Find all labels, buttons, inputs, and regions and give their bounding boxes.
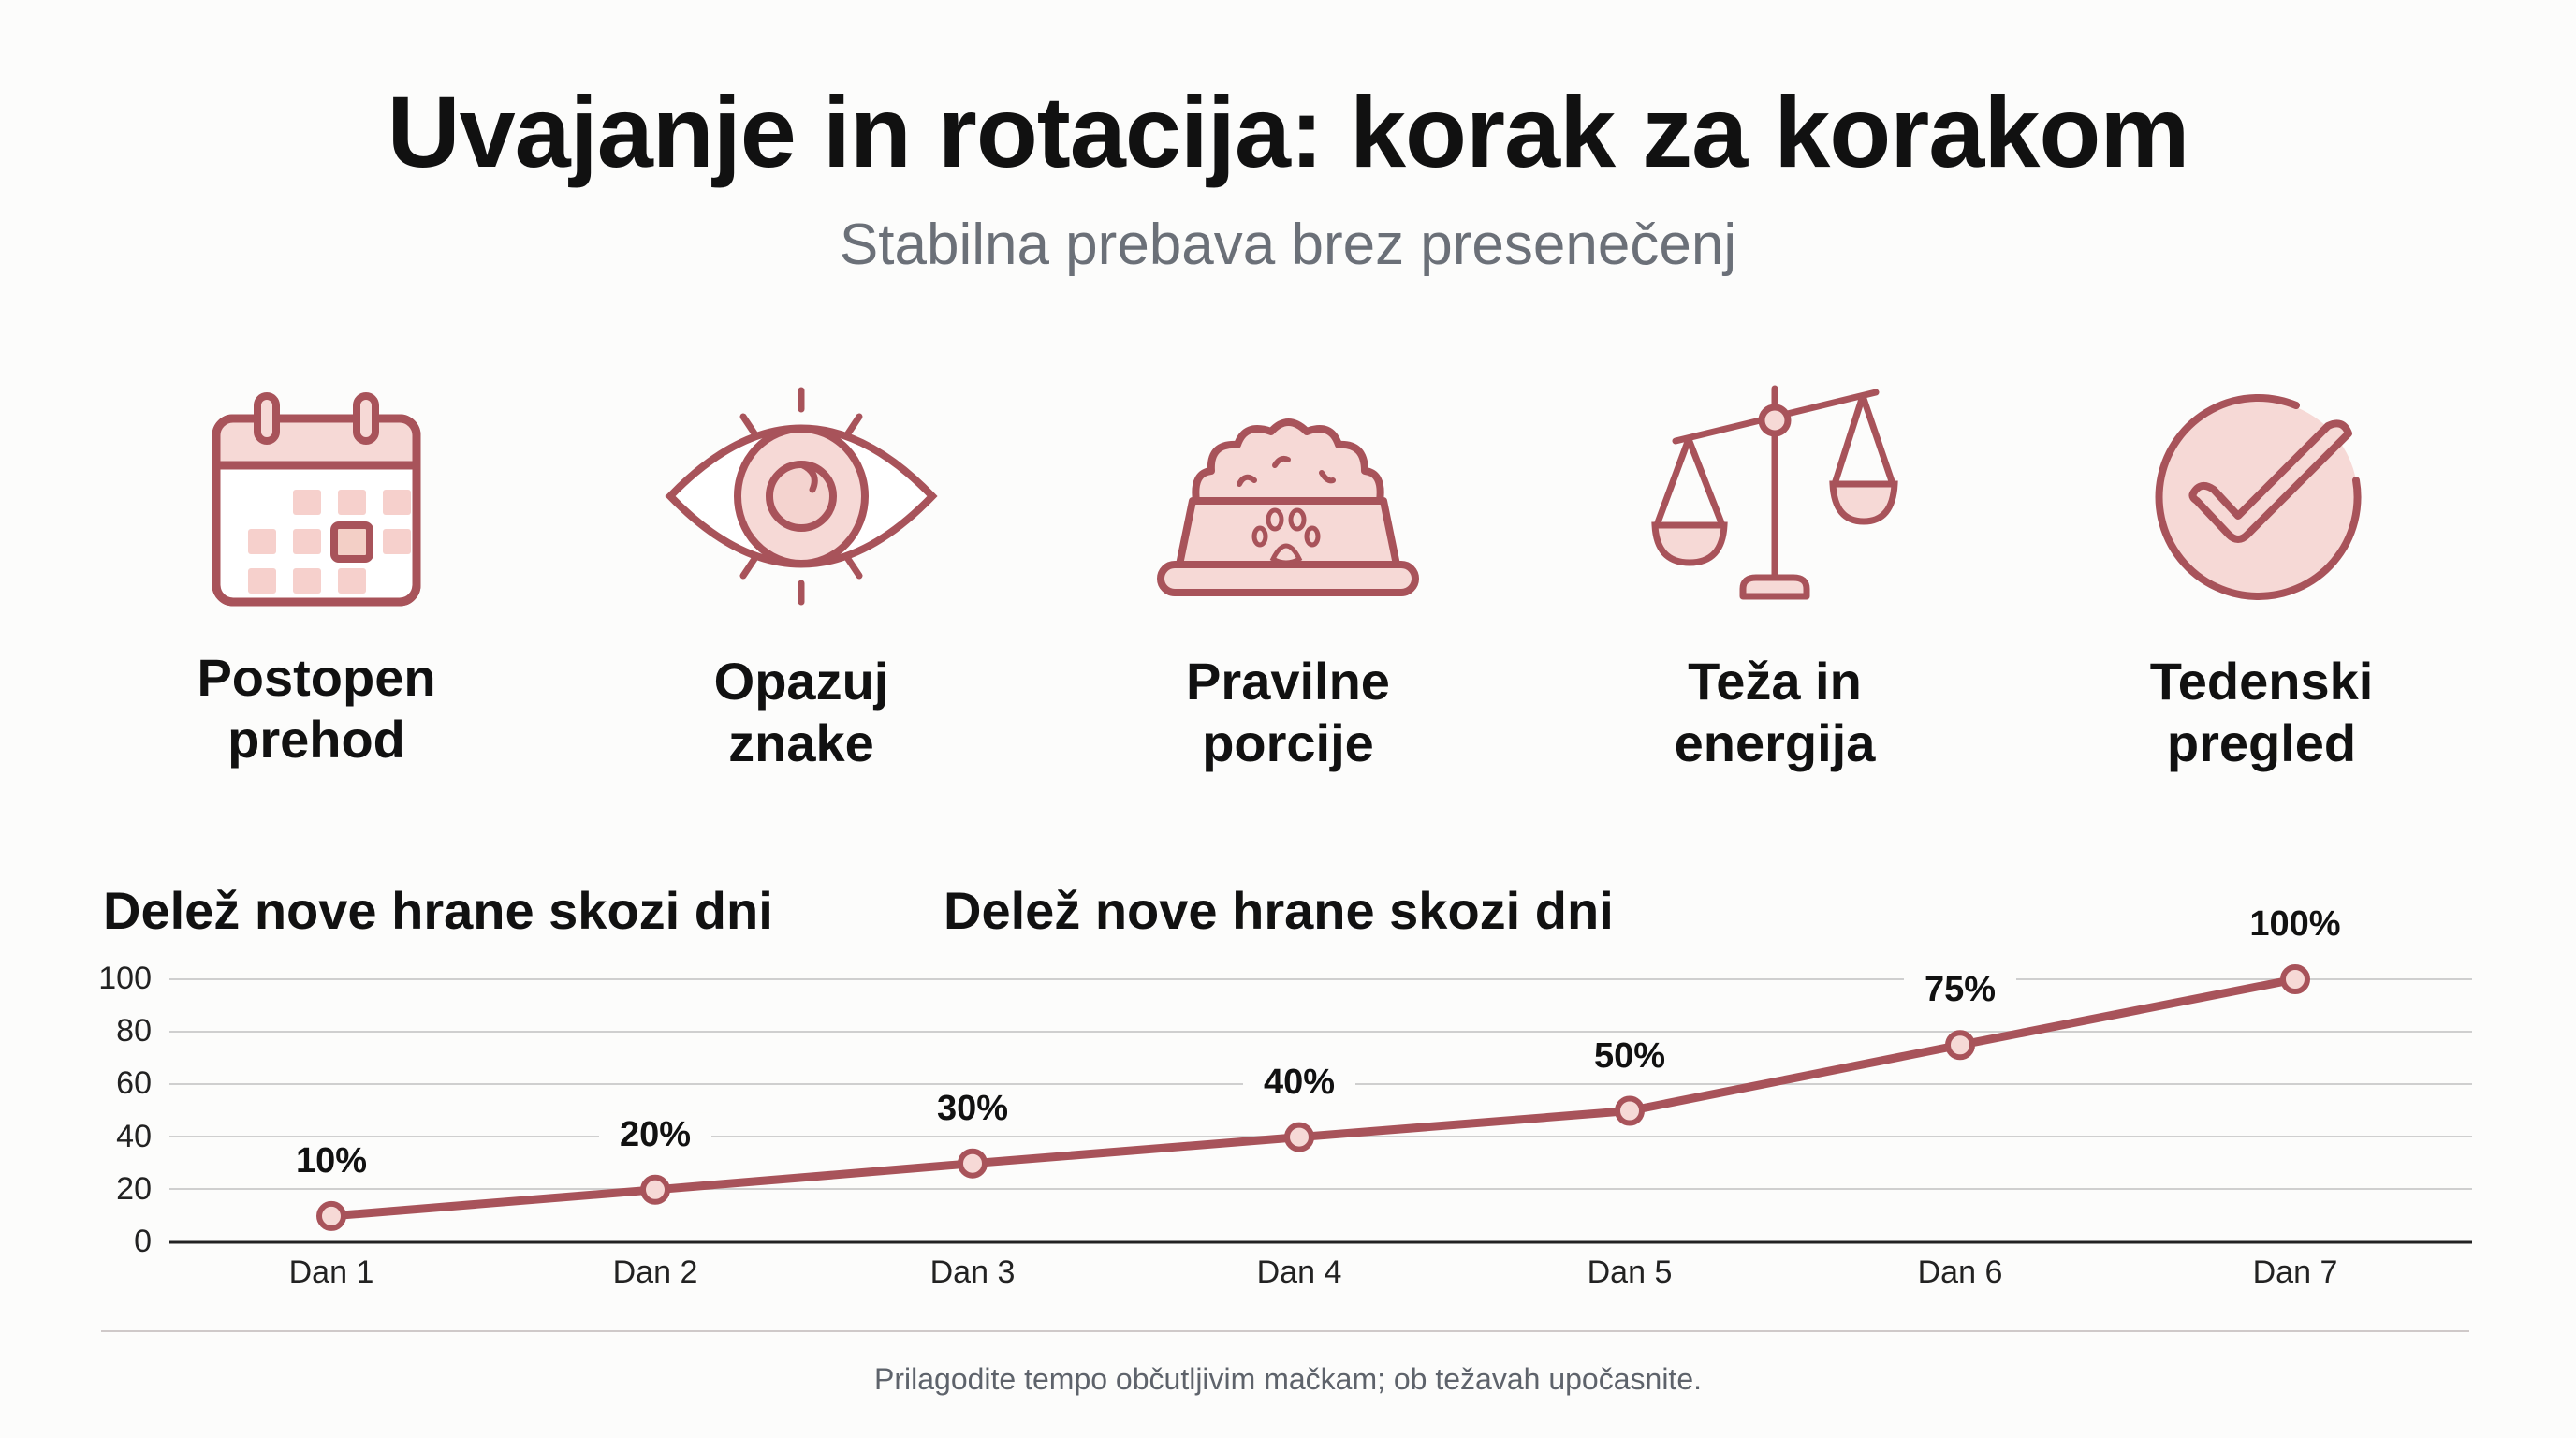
eye-icon [665,387,938,606]
data-point-label: 75% [1924,970,1997,1010]
step-label-line2: znake [728,713,874,772]
x-tick-label: Dan 1 [288,1255,374,1290]
data-point-label: 20% [619,1114,692,1154]
check-circle-icon [2155,393,2362,600]
step-label-line2: pregled [2166,713,2357,772]
data-series [275,902,2351,1231]
step-label-line1: Pravilne [1186,652,1390,711]
data-point-marker [1615,1095,1645,1126]
step-label-line1: Teža in [1688,652,1862,711]
data-point-marker [1945,1030,1975,1061]
step-weight-energy: Teža in energija [1578,379,1971,774]
step-gradual-transition: Postopen prehod [120,379,513,770]
y-tick-label: 100 [98,961,152,996]
x-tick-label: Dan 2 [612,1255,698,1290]
data-point-marker [316,1200,346,1231]
data-point-label: 10% [295,1140,368,1181]
step-label-line1: Opazuj [713,652,889,711]
y-tick-label: 0 [134,1224,152,1259]
step-label-line2: energija [1674,713,1876,772]
x-tick-label: Dan 3 [929,1255,1016,1290]
step-weekly-review: Tedenski pregled [2065,379,2458,774]
step-label-line2: porcije [1202,713,1374,772]
footer-divider [101,1330,2469,1332]
data-point-label: 100% [2249,904,2341,944]
chart-title-duplicate: Delež nove hrane skozi dni [944,881,1614,940]
x-tick-label: Dan 4 [1256,1255,1342,1290]
step-label-line2: prehod [227,710,405,769]
x-tick-label: Dan 7 [2252,1255,2338,1290]
data-point-label: 30% [936,1088,1009,1128]
page-title: Uvajanje in rotacija: korak za korakom [387,75,2190,188]
step-label-line1: Tedenski [2149,652,2374,711]
data-point-marker [958,1148,988,1179]
balance-scale-icon [1651,385,1898,600]
step-watch-signs: Opazuj znake [605,379,998,774]
x-tick-label: Dan 5 [1587,1255,1673,1290]
data-point-marker [2280,964,2310,994]
data-point-marker [1284,1122,1314,1152]
footer-note: Prilagodite tempo občutljivim mačkam; ob… [874,1362,1702,1396]
food-bowl-icon [1157,418,1419,596]
chart-title: Delež nove hrane skozi dni [103,881,773,940]
data-point-label: 40% [1263,1062,1336,1102]
data-point-label: 50% [1593,1035,1666,1076]
calendar-icon [212,392,421,607]
x-tick-label: Dan 6 [1917,1255,2003,1290]
y-tick-label: 60 [116,1065,152,1102]
step-label-line1: Postopen [197,648,436,707]
step-proper-portions: Pravilne porcije [1091,379,1485,774]
y-tick-label: 20 [116,1170,152,1207]
y-tick-label: 40 [116,1118,152,1154]
page-subtitle: Stabilna prebava brez presenečenj [839,213,1737,277]
y-tick-label: 80 [116,1013,152,1049]
data-point-marker [640,1174,670,1205]
